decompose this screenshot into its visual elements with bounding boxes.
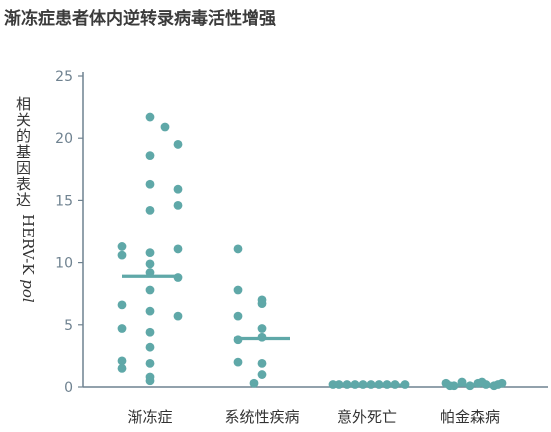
data-point	[257, 299, 267, 309]
data-point	[145, 306, 155, 316]
y-axis-label-latin: HERV-K pol	[19, 214, 37, 303]
data-point	[117, 242, 127, 251]
data-point	[173, 244, 183, 254]
data-point	[233, 311, 243, 321]
data-point	[173, 200, 183, 210]
data-point	[117, 324, 127, 333]
data-point	[233, 244, 243, 254]
category-label: 意外死亡	[337, 408, 397, 426]
data-marks	[117, 112, 507, 391]
data-point	[145, 342, 155, 352]
data-point	[249, 378, 259, 388]
data-point	[117, 250, 127, 260]
y-tick-label: 0	[64, 380, 73, 396]
category-label: 系统性疾病	[224, 408, 299, 426]
data-point	[233, 285, 243, 295]
data-point	[257, 370, 267, 379]
data-point	[145, 285, 155, 295]
data-point	[145, 259, 155, 269]
data-point	[145, 248, 155, 258]
y-tick-label: 15	[55, 193, 73, 209]
data-point	[145, 327, 155, 337]
data-point	[233, 357, 243, 367]
y-tick-label: 10	[55, 256, 73, 272]
chart-title: 渐冻症患者体内逆转录病毒活性增强	[4, 9, 276, 29]
y-tick-label: 20	[55, 131, 73, 147]
category-label: 渐冻症	[127, 408, 172, 426]
y-axis-ticks: 0 5 10 15 20 25	[55, 69, 83, 396]
y-axis-label: 相关的基因表达 HERV-K pol	[14, 96, 37, 303]
category-label: 帕金森病	[440, 408, 500, 426]
data-point	[145, 151, 155, 161]
data-point	[257, 358, 267, 368]
data-point	[145, 376, 155, 386]
data-point	[145, 358, 155, 368]
data-point	[145, 205, 155, 215]
data-point	[173, 140, 183, 149]
data-point	[117, 300, 127, 310]
data-point	[173, 184, 183, 194]
data-point	[117, 356, 127, 366]
y-tick-label: 25	[55, 69, 73, 85]
data-point	[145, 179, 155, 189]
data-point	[173, 311, 183, 321]
x-axis-categories: 渐冻症 系统性疾病 意外死亡 帕金森病	[127, 408, 500, 426]
y-tick-label: 5	[64, 318, 73, 334]
data-point	[117, 363, 127, 373]
y-axis-label-cjk: 相关的基因表达	[14, 96, 32, 208]
data-point	[145, 112, 155, 122]
data-point	[257, 324, 267, 333]
data-point	[160, 122, 170, 132]
